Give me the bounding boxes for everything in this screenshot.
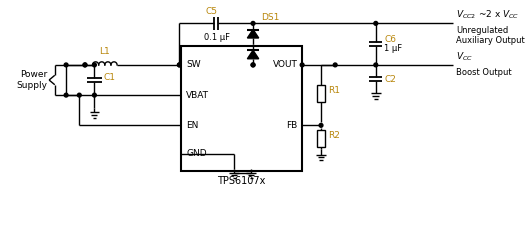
Text: C1: C1: [104, 73, 116, 82]
Text: EN: EN: [186, 121, 198, 130]
Circle shape: [251, 63, 255, 67]
Polygon shape: [247, 50, 259, 59]
Circle shape: [300, 63, 304, 67]
Text: GND: GND: [186, 149, 206, 158]
Circle shape: [93, 63, 96, 67]
Circle shape: [78, 93, 81, 97]
Text: $V_{CC2}$ ~2 x $V_{CC}$: $V_{CC2}$ ~2 x $V_{CC}$: [456, 9, 519, 21]
Text: Auxiliary Output: Auxiliary Output: [456, 36, 525, 45]
Text: C6: C6: [384, 35, 396, 44]
Text: VBAT: VBAT: [186, 91, 209, 100]
Circle shape: [319, 124, 323, 127]
Text: FB: FB: [286, 121, 297, 130]
Circle shape: [93, 93, 96, 97]
Text: Unregulated: Unregulated: [456, 26, 508, 35]
Text: C2: C2: [384, 74, 396, 83]
Text: R1: R1: [329, 86, 340, 95]
Circle shape: [83, 63, 87, 67]
Bar: [317, 85, 325, 102]
Text: $V_{CC}$: $V_{CC}$: [456, 51, 473, 63]
Circle shape: [178, 63, 181, 67]
Text: 0.1 μF: 0.1 μF: [204, 33, 230, 42]
Circle shape: [334, 63, 337, 67]
Text: Supply: Supply: [16, 81, 47, 90]
Circle shape: [64, 93, 68, 97]
Text: 1 μF: 1 μF: [384, 44, 402, 53]
Circle shape: [64, 63, 68, 67]
Text: TPS6107x: TPS6107x: [218, 176, 266, 186]
Circle shape: [178, 63, 181, 67]
Bar: [317, 130, 325, 147]
Polygon shape: [247, 29, 259, 38]
Bar: [181, 46, 302, 171]
Text: Boost Output: Boost Output: [456, 68, 512, 77]
Circle shape: [374, 21, 378, 25]
Circle shape: [251, 21, 255, 25]
Circle shape: [374, 63, 378, 67]
Text: C5: C5: [205, 7, 218, 16]
Text: R2: R2: [329, 131, 340, 140]
Text: L1: L1: [99, 47, 110, 56]
Circle shape: [251, 63, 255, 67]
Text: DS1: DS1: [262, 13, 280, 22]
Text: VOUT: VOUT: [272, 60, 297, 69]
Circle shape: [83, 63, 87, 67]
Text: Power: Power: [20, 70, 47, 79]
Text: SW: SW: [186, 60, 201, 69]
